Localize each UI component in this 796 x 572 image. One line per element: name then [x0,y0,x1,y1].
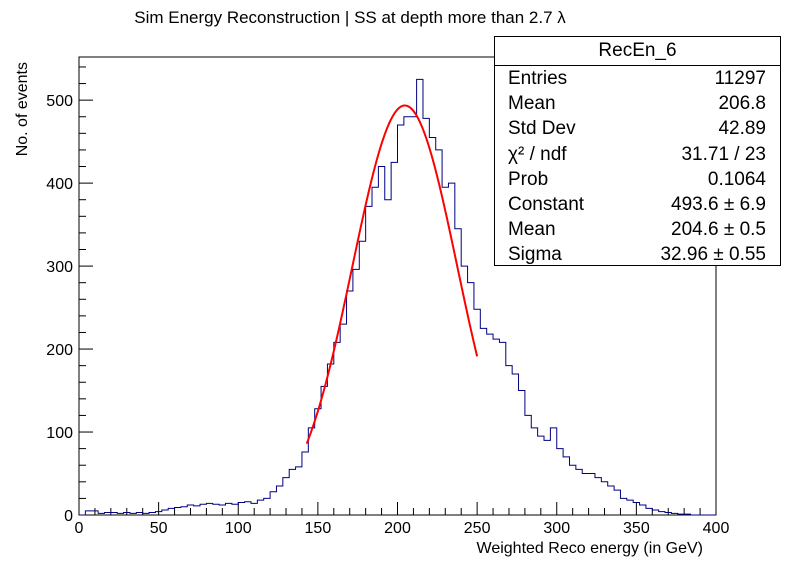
stats-label: Prob [508,168,549,190]
stats-label: Std Dev [508,118,576,140]
stats-value: 493.6 ± 6.9 [671,193,766,215]
stats-row: Mean 206.8 [495,91,780,116]
stats-label: Entries [508,68,568,89]
stats-row: Std Dev 42.89 [495,116,780,141]
x-tick-label: 350 [623,520,650,537]
y-tick-label: 400 [46,176,73,193]
stats-value: 32.96 ± 0.55 [660,244,766,266]
stats-label: χ² / ndf [508,143,567,165]
stats-row: Entries 11297 [495,66,780,91]
stats-value: 206.8 [718,93,766,115]
stats-row: Sigma 32.96 ± 0.55 [495,242,780,267]
x-tick-label: 50 [150,520,168,537]
x-tick-label: 0 [75,520,84,537]
stats-value: 11297 [714,68,766,89]
stats-box-title: RecEn_6 [495,37,780,66]
x-tick-label: 100 [225,520,252,537]
gaussian-fit-curve [305,104,479,444]
stats-row: Constant 493.6 ± 6.9 [495,192,780,217]
x-tick-label: 250 [464,520,491,537]
x-tick-label: 200 [384,520,411,537]
x-tick-label: 400 [703,520,730,537]
stats-label: Mean [508,93,556,115]
y-tick-label: 0 [64,508,73,525]
y-tick-label: 500 [46,93,73,110]
y-axis-label: No. of events [14,62,31,156]
stats-label: Constant [508,193,585,215]
stats-row: Prob 0.1064 [495,167,780,192]
histogram-series [79,78,716,516]
stats-value: 42.89 [718,118,766,140]
stats-value: 0.1064 [707,168,766,190]
stats-value: 204.6 ± 0.5 [671,219,766,241]
stats-label: Sigma [508,244,562,266]
stats-row: Mean 204.6 ± 0.5 [495,217,780,242]
chart-title: Sim Energy Reconstruction | SS at depth … [134,8,566,27]
y-tick-label: 200 [46,342,73,359]
stats-box: RecEn_6 Entries 11297 Mean 206.8 Std Dev 42… [494,36,781,266]
axis-ticks [78,66,717,516]
stats-row: χ² / ndf 31.71 / 23 [495,142,780,167]
axis-tick-labels: 0 50 100 150 200 250 300 350 400 0 100 200 300 400 500 [46,93,729,537]
x-tick-label: 150 [305,520,332,537]
x-axis-label: Weighted Reco energy (in GeV) [477,540,703,557]
stats-label: Mean [508,219,556,241]
y-tick-label: 300 [46,259,73,276]
x-tick-label: 300 [543,520,570,537]
stats-value: 31.71 / 23 [681,143,766,165]
y-tick-label: 100 [46,425,73,442]
